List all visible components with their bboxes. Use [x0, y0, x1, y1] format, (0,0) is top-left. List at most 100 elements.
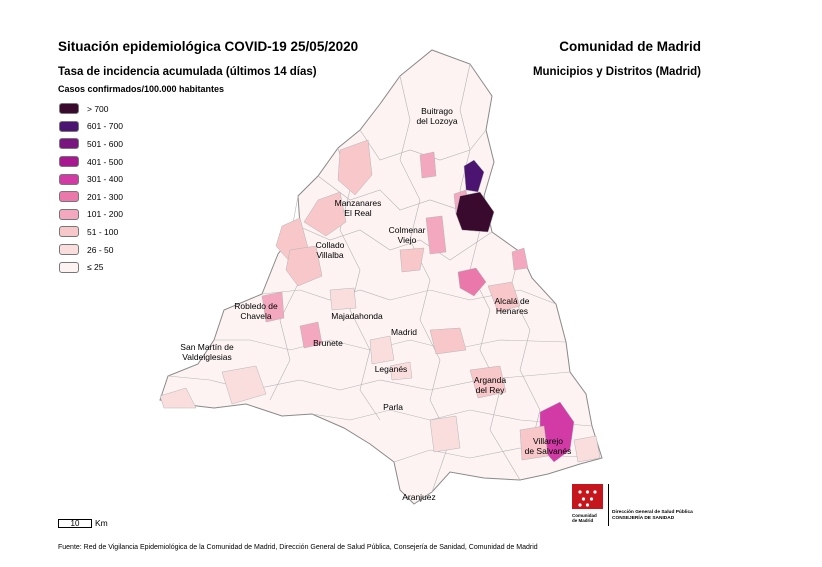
region-scope: Municipios y Distritos (Madrid) [532, 66, 701, 78]
place-label-manzanares: Manzanares El Real [335, 198, 382, 218]
agency-label: Dirección General de Salud Pública CONSEJ… [612, 510, 693, 522]
place-label-line: Colmenar [388, 225, 426, 235]
place-label-line: Manzanares [334, 198, 382, 208]
municipality [389, 361, 413, 381]
legend-swatch [59, 244, 79, 256]
place-label-line: de Salvanés [524, 446, 572, 456]
place-label-sanmartin: San Martín de Valdeiglesias [180, 342, 233, 362]
municipality [511, 247, 529, 271]
place-label-line: El Real [344, 208, 372, 218]
municipality [463, 159, 485, 193]
place-label-line: Arganda [473, 375, 507, 385]
legend-label: ≤ 25 [87, 262, 104, 273]
place-label-line: Robledo de [234, 301, 278, 311]
legend-label: 601 - 700 [87, 121, 123, 132]
legend-item: > 700 [59, 100, 123, 118]
municipal-border [167, 371, 571, 391]
municipality [519, 425, 549, 461]
municipality [261, 291, 285, 323]
place-label-majadahonda: Majadahonda [331, 311, 383, 321]
place-label-colmenar: Colmenar Viejo [389, 225, 426, 245]
legend-swatch [59, 103, 79, 115]
agency-label-line: Dirección General de Salud Pública [612, 510, 693, 515]
municipality [457, 267, 487, 297]
legend-swatch [59, 226, 79, 238]
place-label-collado: Collado Villalba [316, 240, 345, 260]
legend-item: 201 - 300 [59, 188, 123, 206]
map-subtitle: Tasa de incidencia acumulada (últimos 14… [58, 66, 317, 78]
municipality [329, 287, 357, 311]
place-label-alcala: Alcalá de Henares [495, 296, 530, 316]
municipality [337, 139, 373, 196]
place-label-robledo: Robledo de Chavela [234, 301, 277, 321]
place-label-line: Buitrago [421, 106, 453, 116]
municipality [455, 191, 495, 233]
agency-label-line: CONSEJERÍA DE SANIDAD [612, 516, 675, 521]
map-title: Situación epidemiológica COVID-19 25/05/… [58, 39, 359, 54]
legend-label: 26 - 50 [87, 244, 114, 255]
municipal-border [399, 75, 451, 493]
legend-swatch [59, 191, 79, 203]
municipality [469, 365, 507, 399]
choropleth-map [159, 49, 603, 505]
place-label-buitrago: Buitrago del Lozoya [416, 106, 457, 126]
place-label-line: Chavela [240, 311, 272, 321]
map-unit-label: Casos confirmados/100.000 habitantes [58, 84, 225, 94]
place-label-line: Valdeiglesias [182, 352, 232, 362]
municipality [429, 415, 461, 453]
legend-swatch [59, 156, 79, 168]
legend-item: 601 - 700 [59, 118, 123, 136]
legend-item: 26 - 50 [59, 241, 123, 259]
legend-item: 301 - 400 [59, 170, 123, 188]
legend-item: 51 - 100 [59, 223, 123, 241]
municipal-border [337, 147, 381, 421]
municipality [429, 327, 467, 355]
place-label-line: San Martín de [180, 342, 234, 352]
legend-item: 501 - 600 [59, 135, 123, 153]
place-label-line: Viejo [397, 235, 417, 245]
municipality [487, 281, 521, 313]
legend-label: 201 - 300 [87, 191, 123, 202]
place-label-line: del Rey [475, 385, 505, 395]
legend-label: 401 - 500 [87, 156, 123, 167]
legend-label: 501 - 600 [87, 138, 123, 149]
source-note: Fuente: Red de Vigilancia Epidemiológica… [58, 544, 538, 551]
legend-label: 301 - 400 [87, 174, 123, 185]
legend-swatch [59, 208, 79, 220]
municipal-border [297, 225, 493, 261]
logo-caption: Comunidad de Madrid [572, 513, 606, 523]
place-label-aranjuez: Aranjuez [402, 492, 436, 502]
stars-icon [578, 490, 597, 507]
municipality [221, 365, 267, 405]
legend-swatch [59, 261, 79, 273]
logo-caption-line: de Madrid [572, 518, 594, 523]
place-label-line: Collado [315, 240, 345, 250]
place-label-line: Villarejo [532, 436, 564, 446]
legend-item: 101 - 200 [59, 206, 123, 224]
place-label-parla: Parla [383, 402, 403, 412]
legend-label: > 700 [87, 103, 109, 114]
scale-bar-unit: Km [95, 518, 108, 528]
municipality [399, 247, 425, 273]
comunidad-madrid-logo [572, 484, 603, 509]
municipality [425, 215, 447, 255]
legend-label: 101 - 200 [87, 209, 123, 220]
scale-bar-segment: 10 [58, 518, 92, 528]
place-label-leganes: Leganés [374, 364, 408, 374]
place-label-line: Villalba [316, 250, 344, 260]
place-label-arganda: Arganda del Rey [474, 375, 506, 395]
legend-item: ≤ 25 [59, 258, 123, 276]
legend-swatch [59, 138, 79, 150]
municipality [159, 387, 197, 409]
place-label-line: Henares [495, 306, 529, 316]
municipality [285, 245, 323, 287]
municipal-border [393, 447, 603, 463]
legend-swatch [59, 173, 79, 185]
municipality [303, 191, 347, 237]
place-label-brunete: Brunete [313, 338, 343, 348]
municipality [573, 435, 601, 463]
scale-bar: 10 Km [58, 518, 108, 528]
logo-caption-line: Comunidad [572, 513, 597, 518]
legend-swatch [59, 120, 79, 132]
place-label-line: Alcalá de [494, 296, 530, 306]
